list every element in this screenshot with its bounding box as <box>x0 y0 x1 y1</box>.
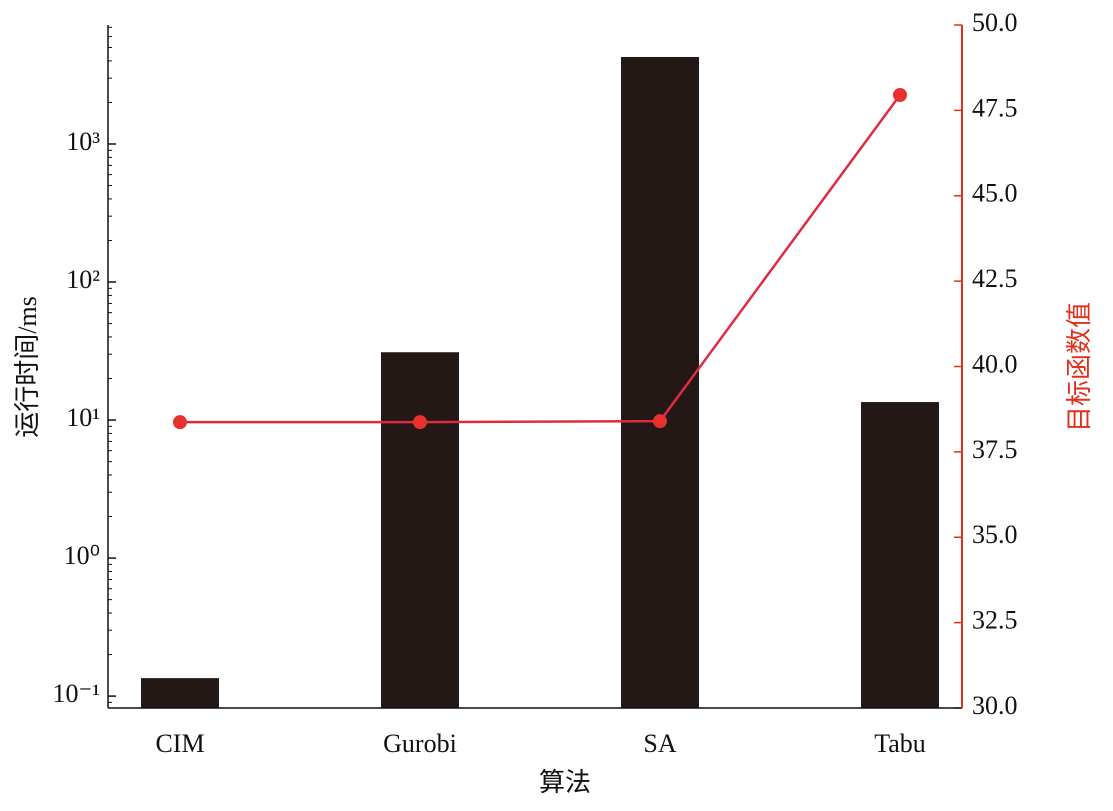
y2-tick-label: 40.0 <box>972 349 1018 378</box>
x-tick-label: Tabu <box>874 729 926 758</box>
y-tick-label: 10¹ <box>66 403 100 432</box>
line <box>180 94 902 424</box>
bar <box>621 56 699 709</box>
y-tick-label: 10² <box>66 265 100 294</box>
y2-tick-label: 42.5 <box>972 264 1018 293</box>
y-axis-label: 运行时间/ms <box>13 296 42 438</box>
y-tick-label: 10³ <box>66 127 100 156</box>
y2-tick-label: 47.5 <box>972 93 1018 122</box>
y2-tick-label: 35.0 <box>972 520 1018 549</box>
marker <box>893 88 907 103</box>
bar <box>141 678 219 708</box>
x-tick-label: Gurobi <box>383 729 457 758</box>
marker <box>173 415 187 430</box>
x-axis-label: 算法 <box>539 768 591 797</box>
y2-tick-label: 37.5 <box>972 435 1018 464</box>
x-tick-label: SA <box>643 729 676 758</box>
marker <box>413 415 427 430</box>
bar <box>861 402 939 708</box>
y2-tick-label: 30.0 <box>972 691 1018 720</box>
marker <box>653 414 667 429</box>
y-tick-label: 10⁻¹ <box>52 679 100 708</box>
y2-tick-label: 50.0 <box>972 8 1018 37</box>
y2-tick-label: 45.0 <box>972 179 1018 208</box>
bar <box>381 352 459 708</box>
x-tick-label: CIM <box>155 729 204 758</box>
y2-axis-label: 目标函数值 <box>1065 302 1094 432</box>
y-tick-label: 10⁰ <box>64 541 100 570</box>
y2-tick-label: 32.5 <box>972 606 1018 635</box>
